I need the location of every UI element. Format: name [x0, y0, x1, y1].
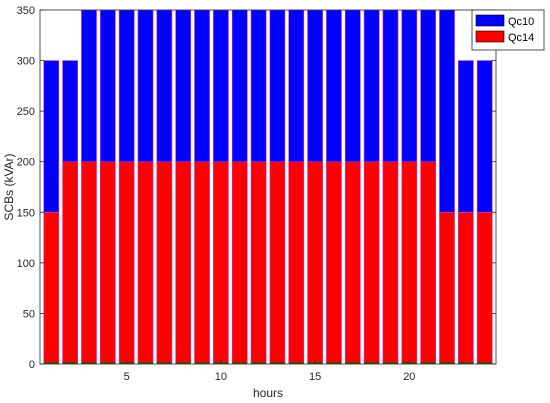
- legend-label-qc14: Qc14: [508, 32, 534, 44]
- bar-qc14-hour-12: [250, 161, 267, 364]
- bar-qc10-hour-7: [156, 10, 173, 163]
- y-tick-label: 150: [17, 207, 35, 219]
- bar-qc10-hour-3: [81, 10, 97, 163]
- legend-swatch-qc14: [475, 30, 505, 43]
- legend: Qc10 Qc14: [471, 9, 545, 51]
- x-tick-label: 20: [403, 371, 415, 383]
- bar-qc10-hour-12: [250, 10, 267, 163]
- bar-qc10-hour-16: [326, 10, 342, 163]
- y-tick-label: 100: [17, 258, 35, 270]
- bar-qc14-hour-11: [231, 161, 248, 364]
- bar-qc14-hour-24: [476, 211, 493, 364]
- bar-qc10-hour-5: [118, 10, 135, 163]
- bar-qc10-hour-19: [382, 10, 399, 163]
- bar-qc14-hour-5: [118, 161, 135, 364]
- bar-qc10-hour-21: [420, 10, 437, 163]
- bar-qc10-hour-1: [43, 60, 60, 213]
- x-tick-label: 5: [124, 371, 130, 383]
- bar-qc14-hour-17: [344, 161, 361, 364]
- bar-qc10-hour-8: [175, 10, 192, 163]
- y-ticks-group: 0 50 100 150 200 250 300 350: [17, 5, 496, 371]
- y-tick-label: 0: [29, 359, 35, 371]
- bar-qc14-hour-22: [439, 211, 455, 364]
- bar-qc10-hour-18: [363, 10, 380, 163]
- bar-qc10-hour-20: [401, 10, 418, 163]
- bar-qc10-hour-11: [231, 10, 248, 163]
- bar-qc10-hour-9: [194, 10, 210, 163]
- bar-qc14-hour-13: [269, 161, 286, 364]
- bar-qc10-hour-17: [344, 10, 361, 163]
- bar-qc14-hour-9: [194, 161, 210, 364]
- bar-qc10-hour-23: [458, 60, 474, 213]
- y-tick-label: 250: [17, 106, 35, 118]
- bar-qc14-hour-10: [213, 161, 229, 364]
- bar-qc14-hour-19: [382, 161, 399, 364]
- bar-qc14-hour-6: [137, 161, 154, 364]
- legend-label-qc10: Qc10: [508, 16, 534, 28]
- bar-qc10-hour-15: [307, 10, 323, 163]
- bar-qc14-hour-21: [420, 161, 437, 364]
- bars-group: [43, 10, 493, 364]
- bar-qc14-hour-20: [401, 161, 418, 364]
- bar-qc10-hour-4: [100, 10, 116, 163]
- bar-qc10-hour-6: [137, 10, 154, 163]
- y-tick-label: 50: [23, 308, 35, 320]
- bar-qc14-hour-15: [307, 161, 323, 364]
- bar-qc10-hour-22: [439, 10, 455, 213]
- bar-qc10-hour-10: [213, 10, 229, 163]
- bar-qc10-hour-2: [62, 60, 78, 163]
- bar-qc14-hour-7: [156, 161, 173, 364]
- plot-border: [39, 9, 497, 365]
- bar-qc14-hour-4: [100, 161, 116, 364]
- bar-qc14-hour-8: [175, 161, 192, 364]
- y-tick-label: 350: [17, 5, 35, 17]
- bar-qc10-hour-13: [269, 10, 286, 163]
- bar-qc10-hour-24: [476, 60, 493, 213]
- bar-qc14-hour-23: [458, 211, 474, 364]
- y-tick-label: 200: [17, 157, 35, 169]
- y-tick-label: 300: [17, 56, 35, 68]
- bar-qc14-hour-1: [43, 211, 60, 364]
- x-tick-label: 10: [215, 371, 227, 383]
- y-axis-label: SCBs (kVAr): [2, 153, 16, 220]
- plot-area: [40, 10, 496, 364]
- bar-qc14-hour-2: [62, 161, 78, 364]
- x-ticks-group: 5 10 15 20: [124, 10, 415, 383]
- bar-qc14-hour-18: [363, 161, 380, 364]
- axes-group: [39, 9, 497, 365]
- bar-qc14-hour-16: [326, 161, 342, 364]
- x-axis-label: hours: [253, 386, 283, 400]
- bar-qc14-hour-3: [81, 161, 97, 364]
- legend-swatch-qc10: [475, 14, 505, 27]
- bar-qc10-hour-14: [288, 10, 305, 163]
- bar-qc14-hour-14: [288, 161, 305, 364]
- x-tick-label: 15: [309, 371, 321, 383]
